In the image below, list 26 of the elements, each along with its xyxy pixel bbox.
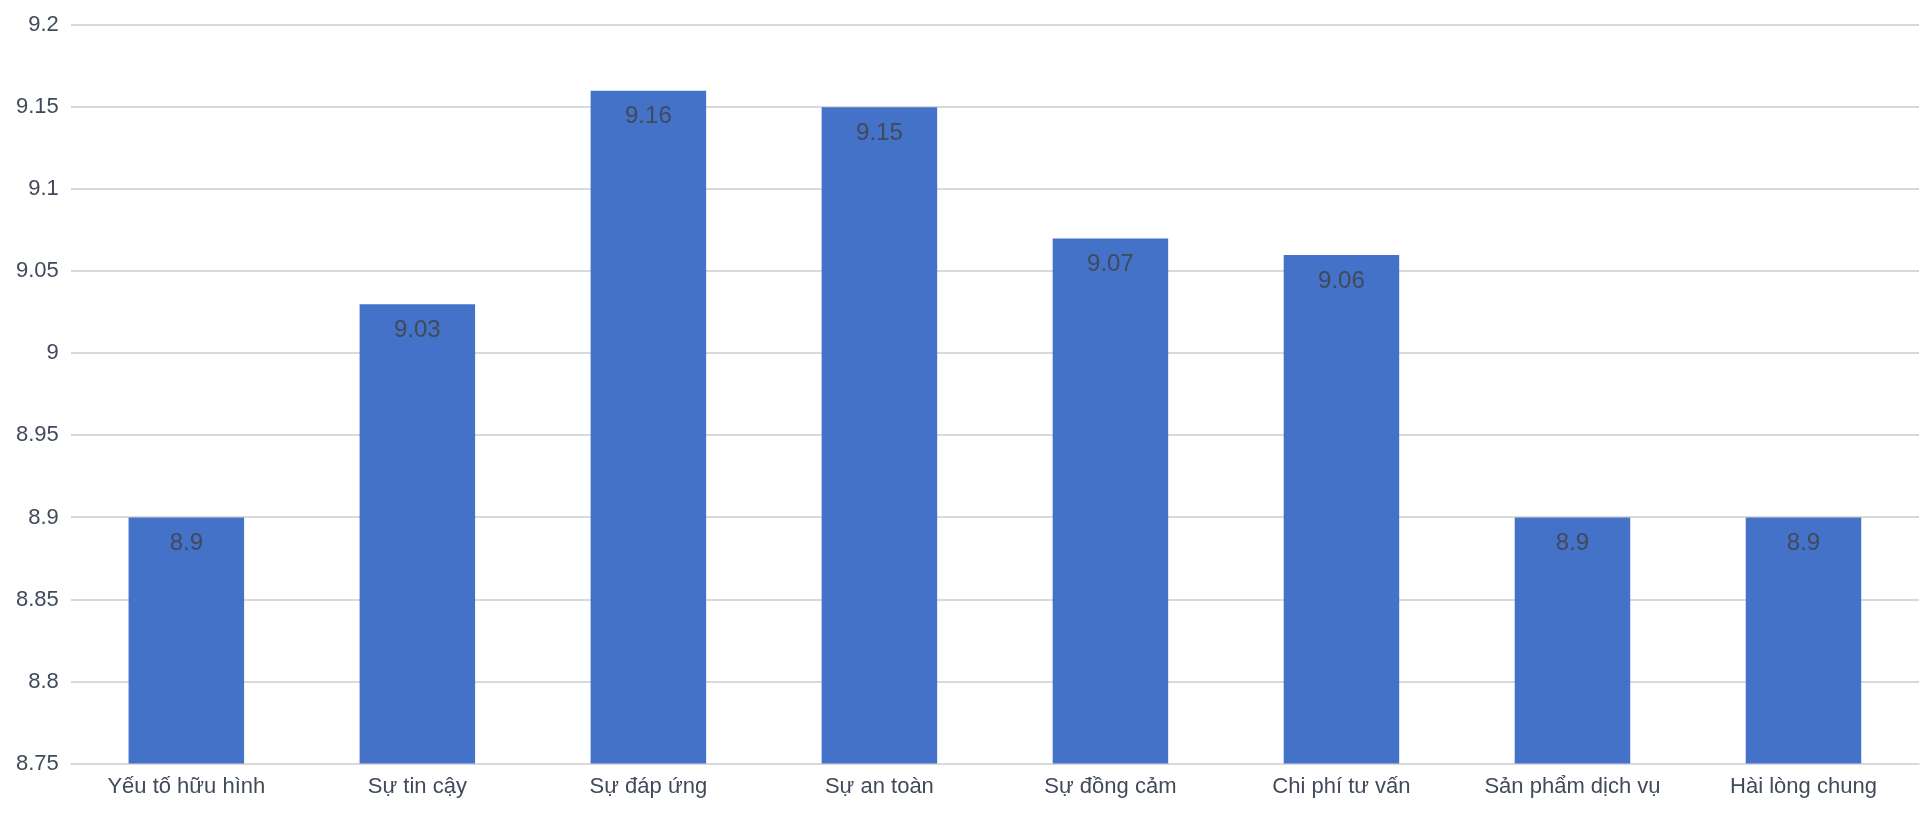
y-tick-label: 9.2 <box>28 11 59 37</box>
y-tick-label: 8.8 <box>28 667 59 693</box>
x-tick-label: Yếu tố hữu hình <box>107 772 266 798</box>
data-label: 8.9 <box>1786 528 1821 556</box>
x-tick-label: Chi phí tư vấn <box>1272 772 1411 798</box>
data-label: 9.16 <box>625 101 672 129</box>
y-tick-label: 8.95 <box>15 421 59 447</box>
x-tick-label: Sự tin cậy <box>367 772 467 798</box>
x-tick-label: Sự đáp ứng <box>589 772 708 798</box>
data-label: 8.9 <box>1555 528 1590 556</box>
x-tick-label: Sự đồng cảm <box>1044 772 1177 798</box>
y-tick-label: 8.75 <box>15 749 59 775</box>
y-tick-label: 9.15 <box>15 93 59 119</box>
y-tick-label: 8.85 <box>15 585 59 611</box>
data-label: 9.06 <box>1318 265 1365 293</box>
x-tick-label: Sự an toàn <box>824 772 934 798</box>
y-tick-label: 9 <box>46 339 59 365</box>
y-tick-label: 9.05 <box>15 257 59 283</box>
y-tick-label: 9.1 <box>28 175 59 201</box>
data-label: 8.9 <box>169 528 204 556</box>
x-tick-label: Hài lòng chung <box>1730 772 1877 798</box>
x-tick-label: Sản phẩm dịch vụ <box>1484 772 1661 798</box>
y-tick-label: 8.9 <box>28 503 59 529</box>
data-label: 9.03 <box>393 314 441 342</box>
data-label: 9.15 <box>856 117 903 145</box>
data-label: 9.07 <box>1087 249 1134 277</box>
